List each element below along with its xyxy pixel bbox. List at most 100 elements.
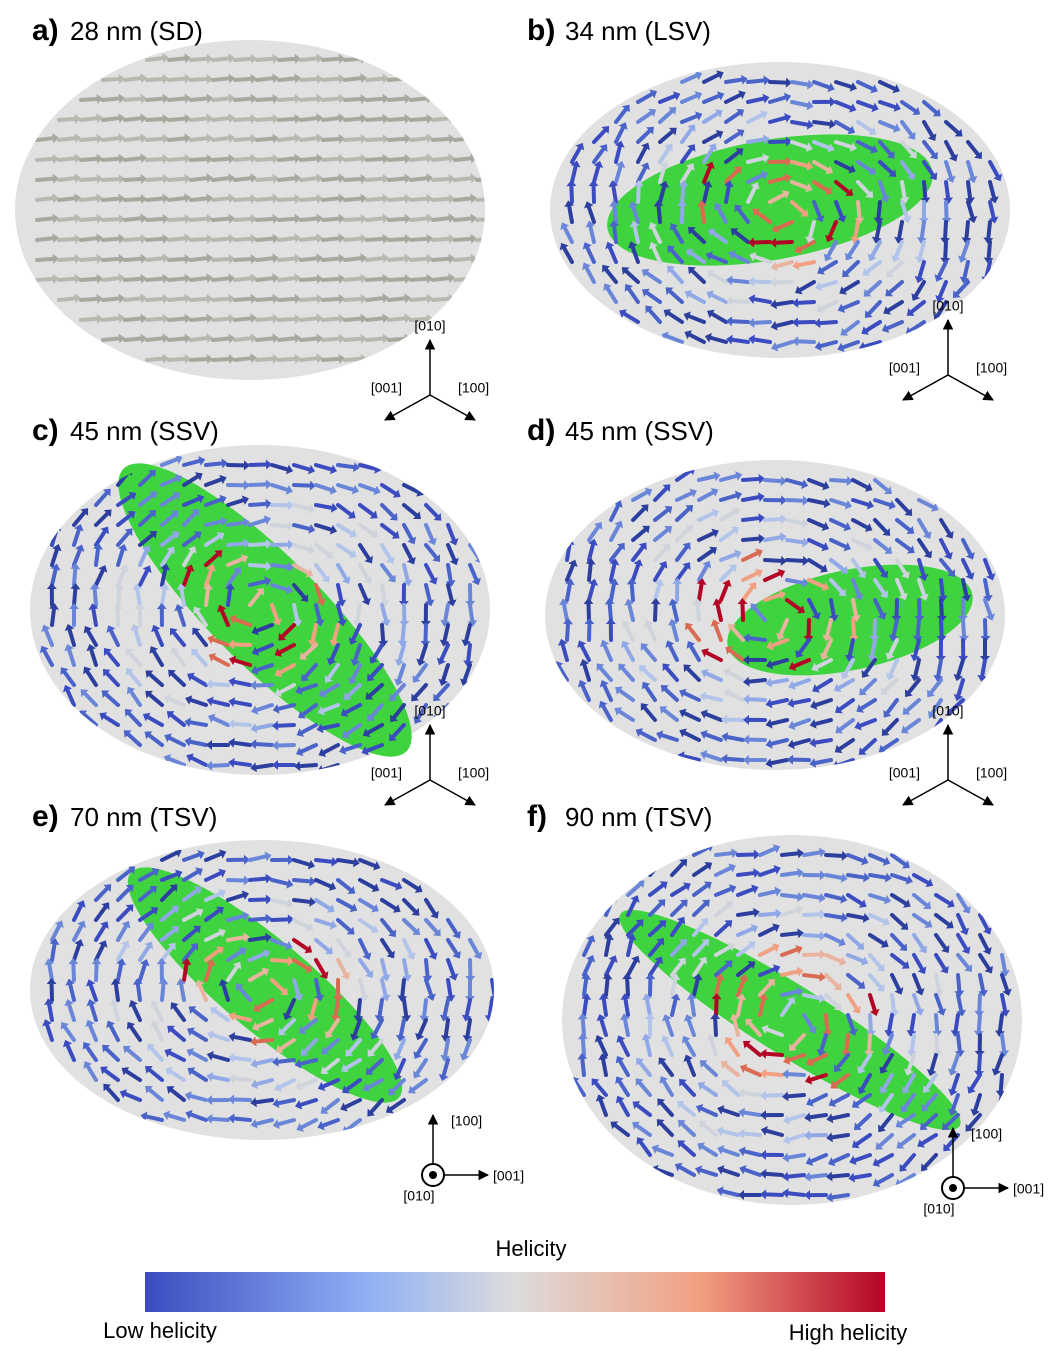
spin-arrow xyxy=(279,59,295,60)
spin-arrow xyxy=(766,1054,782,1055)
spin-arrow xyxy=(345,139,361,140)
spin-arrow xyxy=(455,178,471,180)
spin-arrow xyxy=(411,178,427,180)
spin-arrow xyxy=(765,519,781,520)
spin-arrow xyxy=(389,119,405,120)
spin-arrow xyxy=(323,339,339,340)
spin-arrow xyxy=(81,159,97,160)
spin-arrow xyxy=(191,239,207,240)
spin-arrow xyxy=(832,1195,848,1197)
spin-arrow xyxy=(301,299,317,300)
spin-arrow xyxy=(235,119,251,120)
colorbar-low: Low helicity xyxy=(103,1318,217,1343)
spin-arrow xyxy=(301,238,317,240)
spin-arrow xyxy=(411,98,427,100)
spin-arrow xyxy=(889,1015,892,1031)
spin-arrow xyxy=(941,580,943,596)
spin-arrow xyxy=(59,119,75,120)
spin-arrow xyxy=(404,1000,406,1016)
spin-arrow xyxy=(625,999,628,1015)
spin-arrow xyxy=(338,860,354,862)
spin-arrow xyxy=(228,937,244,940)
axis-label: [010] xyxy=(414,318,445,334)
spin-arrow xyxy=(81,279,97,280)
spin-arrow xyxy=(257,99,273,100)
spin-arrow xyxy=(870,1015,871,1031)
spin-arrow xyxy=(788,1175,804,1177)
axis-arrow xyxy=(430,780,475,805)
spin-arrow xyxy=(567,544,570,560)
spin-arrow xyxy=(367,279,383,280)
spin-arrow xyxy=(294,900,310,902)
spin-arrow xyxy=(610,604,611,620)
spin-arrow xyxy=(367,119,383,120)
spin-arrow xyxy=(922,222,924,238)
spin-arrow-head xyxy=(656,858,664,866)
spin-arrow xyxy=(872,640,875,656)
spin-arrow xyxy=(804,954,820,955)
spin-arrow xyxy=(279,338,295,340)
spin-arrow xyxy=(367,298,383,300)
spin-arrow xyxy=(403,625,404,641)
spin-arrow xyxy=(989,242,990,258)
spin-arrow xyxy=(250,879,266,880)
spin-arrow xyxy=(367,99,383,100)
panel-title: 70 nm (TSV) xyxy=(70,802,217,832)
spin-arrow xyxy=(854,1175,870,1178)
spin-arrow xyxy=(787,580,803,583)
spin-arrow xyxy=(1001,1075,1002,1091)
spin-arrow xyxy=(941,620,942,636)
spin-arrow xyxy=(147,119,163,120)
spin-arrow xyxy=(738,873,754,875)
spin-arrow xyxy=(147,139,163,140)
spin-arrow xyxy=(103,219,119,220)
spin-arrow xyxy=(433,179,449,180)
spin-arrow xyxy=(946,202,947,218)
spin-arrow xyxy=(49,964,52,980)
spin-arrow xyxy=(125,279,141,280)
spin-arrow xyxy=(766,1074,782,1075)
spin-arrow xyxy=(892,995,894,1011)
spin-arrow xyxy=(323,219,339,220)
spin-arrow xyxy=(477,179,493,180)
spin-arrow xyxy=(804,852,820,855)
spin-arrow xyxy=(367,339,383,340)
spin-arrow xyxy=(727,759,743,760)
spin-arrow xyxy=(936,1035,937,1051)
panel: c)45 nm (SSV)[010][001][100] xyxy=(30,414,490,805)
spin-arrow xyxy=(257,359,273,360)
spin-arrow xyxy=(191,198,207,200)
axis-label: [100] xyxy=(976,360,1007,376)
spin-arrow xyxy=(760,914,776,915)
spin-arrow xyxy=(389,318,405,320)
axis-label: [010] xyxy=(932,703,963,719)
spin-arrow xyxy=(213,338,229,340)
spin-arrow xyxy=(147,239,163,240)
spin-arrow xyxy=(279,138,295,140)
axis-label: [100] xyxy=(451,1113,482,1129)
spin-arrow xyxy=(345,199,361,200)
spin-arrow xyxy=(345,219,361,220)
spin-arrow xyxy=(787,540,803,542)
spin-arrow xyxy=(118,589,119,605)
panel-letter: b) xyxy=(527,14,555,47)
spin-arrow xyxy=(257,139,273,140)
spin-arrow xyxy=(424,1000,426,1016)
spin-arrow xyxy=(874,620,875,636)
spin-arrow xyxy=(924,182,925,198)
spin-arrow xyxy=(589,564,591,580)
spin-arrow xyxy=(95,589,96,605)
spin-arrow xyxy=(316,505,332,508)
spin-arrow xyxy=(433,259,449,260)
spin-arrow xyxy=(191,258,207,260)
spin-arrow xyxy=(411,158,427,160)
spin-arrow xyxy=(235,159,251,160)
spin-arrow xyxy=(206,589,208,605)
spin-arrow xyxy=(125,199,141,200)
spin-arrow xyxy=(692,999,694,1015)
spin-arrow xyxy=(81,99,97,100)
axis-arrow xyxy=(948,780,993,805)
spin-arrow-head xyxy=(493,194,499,204)
spin-arrow xyxy=(279,178,295,180)
spin-arrow xyxy=(301,58,317,60)
